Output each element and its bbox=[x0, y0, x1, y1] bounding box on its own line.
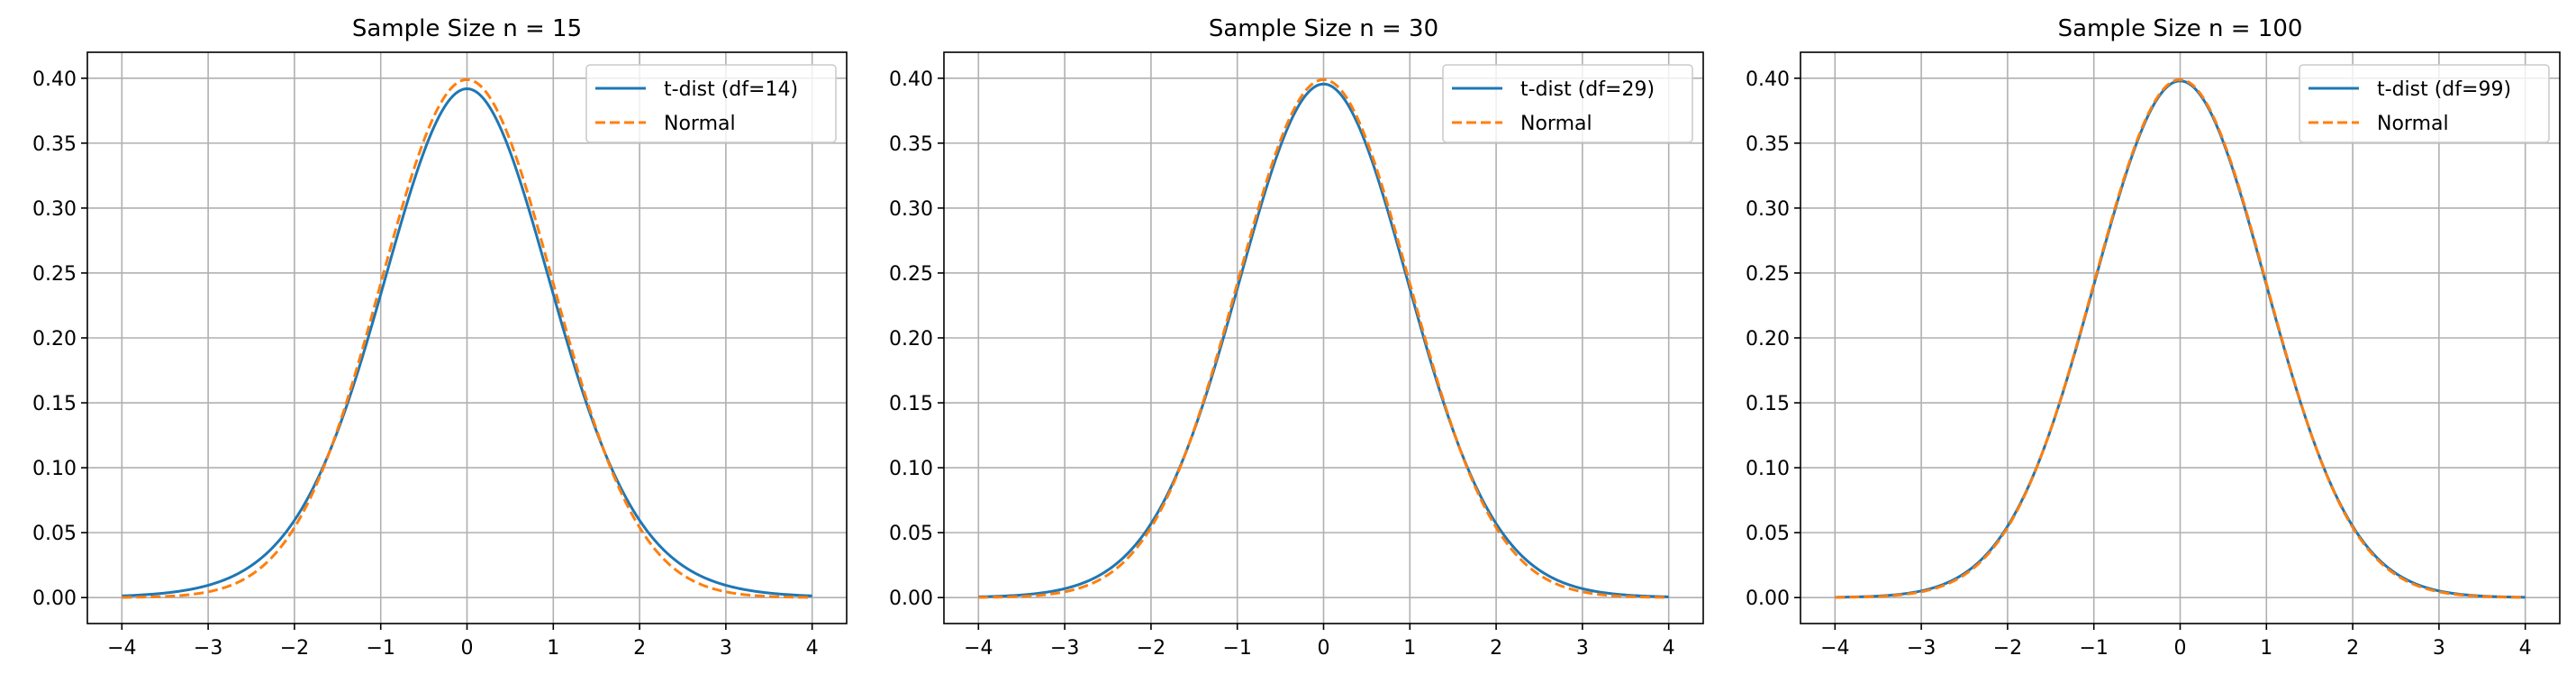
x-tick-label: −3 bbox=[1907, 637, 1936, 660]
y-tick-label: 0.25 bbox=[889, 263, 933, 286]
legend-label: Normal bbox=[2377, 113, 2449, 135]
legend-box bbox=[1442, 64, 1693, 143]
legend: t-dist (df=14) Normal bbox=[585, 64, 837, 143]
x-tick-label: −2 bbox=[1137, 637, 1166, 660]
x-tick-label: −1 bbox=[366, 637, 395, 660]
y-tick-label: 0.10 bbox=[32, 458, 77, 480]
legend-box bbox=[585, 64, 837, 143]
series-line-t-dist bbox=[978, 82, 1669, 598]
y-tick-label: 0.40 bbox=[32, 68, 77, 91]
x-tick-label: 2 bbox=[633, 637, 646, 660]
x-tick-label: −3 bbox=[194, 637, 222, 660]
y-tick-label: 0.20 bbox=[32, 328, 77, 351]
series-line-normal bbox=[1835, 77, 2526, 599]
x-tick-label: −2 bbox=[280, 637, 309, 660]
subplot-2: −4 −3 −2 −1 0 1 2 3 4 0.00 0.05 0.10 0.15 0.20 0.25 0.3… bbox=[889, 15, 1704, 660]
legend-box bbox=[2299, 64, 2550, 143]
x-tick-label: 3 bbox=[2433, 637, 2445, 660]
x-tick-label: −3 bbox=[1050, 637, 1079, 660]
x-tick-label: −4 bbox=[964, 637, 993, 660]
x-tick-label: 1 bbox=[2260, 637, 2272, 660]
x-tick-label: −4 bbox=[107, 637, 136, 660]
y-tick-label: 0.15 bbox=[32, 393, 77, 415]
y-tick-label: 0.15 bbox=[1746, 393, 1790, 415]
y-tick-label: 0.25 bbox=[1746, 263, 1790, 286]
y-tick-label: 0.00 bbox=[889, 587, 933, 610]
legend: t-dist (df=99) Normal bbox=[2299, 64, 2550, 143]
x-tick-label: 2 bbox=[2346, 637, 2359, 660]
legend-label: t-dist (df=29) bbox=[1520, 78, 1655, 101]
y-tick-label: 0.30 bbox=[1746, 198, 1790, 221]
legend-label: Normal bbox=[1520, 113, 1592, 135]
y-tick-label: 0.35 bbox=[1746, 133, 1790, 156]
y-tick-label: 0.00 bbox=[32, 587, 77, 610]
x-tick-label: 3 bbox=[720, 637, 732, 660]
chart-title: Sample Size n = 30 bbox=[1209, 15, 1438, 42]
y-tick-label: 0.35 bbox=[32, 133, 77, 156]
x-tick-label: −4 bbox=[1820, 637, 1849, 660]
x-tick-label: 4 bbox=[806, 637, 819, 660]
y-tick-label: 0.15 bbox=[889, 393, 933, 415]
x-tick-label: 1 bbox=[547, 637, 559, 660]
x-tick-label: 1 bbox=[1403, 637, 1416, 660]
y-tick-label: 0.30 bbox=[889, 198, 933, 221]
legend: t-dist (df=29) Normal bbox=[1442, 64, 1693, 143]
subplot-1: −4 −3 −2 −1 0 1 2 3 4 0.00 0.05 0.10 0.15 0.20 0.25 0.3… bbox=[32, 15, 848, 660]
y-tick-label: 0.35 bbox=[889, 133, 933, 156]
x-tick-label: 4 bbox=[1663, 637, 1675, 660]
series-line-normal bbox=[122, 77, 812, 599]
axes-frame bbox=[943, 51, 1704, 624]
x-tick-label: −2 bbox=[1993, 637, 2022, 660]
y-tick-label: 0.40 bbox=[889, 68, 933, 91]
x-tick-label: 2 bbox=[1490, 637, 1502, 660]
chart-title: Sample Size n = 15 bbox=[352, 15, 582, 42]
y-tick-label: 0.05 bbox=[1746, 523, 1790, 545]
y-tick-label: 0.00 bbox=[1746, 587, 1790, 610]
x-tick-label: 3 bbox=[1576, 637, 1589, 660]
x-tick-label: 0 bbox=[461, 637, 474, 660]
y-tick-label: 0.25 bbox=[32, 263, 77, 286]
y-tick-label: 0.30 bbox=[32, 198, 77, 221]
y-tick-label: 0.20 bbox=[1746, 328, 1790, 351]
x-tick-label: 0 bbox=[2174, 637, 2187, 660]
y-tick-label: 0.20 bbox=[889, 328, 933, 351]
y-tick-label: 0.05 bbox=[889, 523, 933, 545]
y-tick-label: 0.10 bbox=[889, 458, 933, 480]
axes-frame bbox=[1800, 51, 2561, 624]
y-tick-label: 0.10 bbox=[1746, 458, 1790, 480]
x-tick-label: −1 bbox=[2079, 637, 2108, 660]
series-line-normal bbox=[978, 77, 1669, 599]
series-line-t-dist bbox=[122, 87, 812, 597]
subplot-3: −4 −3 −2 −1 0 1 2 3 4 0.00 0.05 0.10 0.15 0.20 0.25 0.3… bbox=[1746, 15, 2561, 660]
x-tick-label: 4 bbox=[2519, 637, 2532, 660]
x-tick-label: −1 bbox=[1222, 637, 1251, 660]
y-tick-label: 0.05 bbox=[32, 523, 77, 545]
legend-label: t-dist (df=99) bbox=[2377, 78, 2511, 101]
y-tick-label: 0.40 bbox=[1746, 68, 1790, 91]
chart-title: Sample Size n = 100 bbox=[2058, 15, 2303, 42]
legend-label: Normal bbox=[664, 113, 736, 135]
legend-label: t-dist (df=14) bbox=[664, 78, 798, 101]
axes-frame bbox=[86, 51, 848, 624]
x-tick-label: 0 bbox=[1318, 637, 1330, 660]
